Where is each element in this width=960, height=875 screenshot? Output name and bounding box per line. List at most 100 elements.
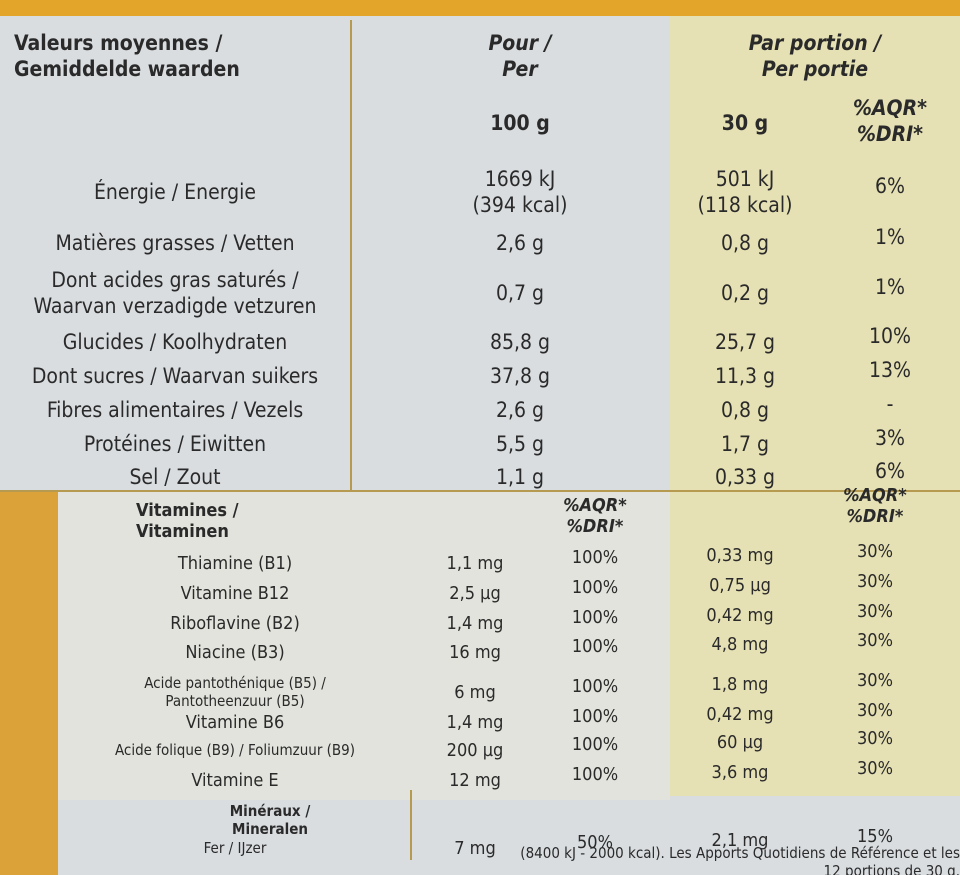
- text-line: 25,7 g: [714, 330, 776, 354]
- text-line: Gemiddelde waarden: [14, 57, 240, 81]
- nutrient-per100: 2,6 g: [370, 395, 670, 425]
- nutrient-label: Matières grasses / Vetten: [0, 228, 350, 258]
- vitamin-pct30: 15%: [857, 825, 893, 847]
- nutrient-label: Énergie / Energie: [0, 164, 350, 220]
- column-divider: [350, 20, 352, 490]
- vitamin-per30: 4,8 mg: [711, 633, 769, 655]
- header-label: Valeurs moyennes / Gemiddelde waarden: [14, 26, 344, 86]
- text-line: Par portion /: [748, 31, 882, 55]
- text-line: Dont acides gras saturés /: [51, 268, 299, 292]
- header-per100: Pour / Per: [370, 26, 670, 86]
- text-line: 1,1 g: [495, 465, 545, 489]
- nutrient-per30: 11,3 g: [670, 361, 820, 391]
- vitamin-per100: 2,5 µg: [449, 582, 501, 604]
- vitamins-pct30-header: %AQR* %DRI*: [800, 483, 950, 529]
- nutrient-label: Sel / Zout: [0, 462, 350, 492]
- header-portion: Par portion / Per portie: [670, 26, 960, 86]
- vitamin-pct30: 30%: [857, 669, 893, 691]
- vitamins-title: Vitamines / Vitaminen: [136, 498, 396, 544]
- unit-100g: 100 g: [490, 111, 550, 135]
- nutrient-pct: 3%: [875, 426, 905, 450]
- vitamin-pct100: 100%: [571, 675, 619, 697]
- vitamin-per100: 200 µg: [446, 739, 504, 761]
- text-line: Minéraux /: [229, 802, 311, 820]
- text-line: Vitaminen: [136, 521, 229, 542]
- vitamin-pct100: 100%: [571, 705, 619, 727]
- vitamin-label: Acide pantothénique (B5) / Pantotheenzuur…: [60, 670, 410, 714]
- text-line: Valeurs moyennes /: [14, 31, 223, 55]
- vitamin-label: Vitamine B6: [60, 700, 410, 744]
- section-divider: [0, 490, 960, 492]
- text-line: (394 kcal): [472, 193, 568, 217]
- nutrient-pct: 6%: [875, 459, 905, 483]
- nutrient-label: Protéines / Eiwitten: [0, 429, 350, 459]
- nutrient-per100: 1,1 g: [370, 462, 670, 492]
- vitamin-pct30: 30%: [857, 600, 893, 622]
- nutrient-label: Fibres alimentaires / Vezels: [0, 395, 350, 425]
- text-line: (118 kcal): [697, 193, 793, 217]
- nutrient-pct: 6%: [875, 174, 905, 198]
- nutrient-pct: 1%: [875, 225, 905, 249]
- text-line: Thiamine (B1): [177, 552, 293, 574]
- text-line: Matières grasses / Vetten: [55, 231, 295, 255]
- text-line: %DRI*: [846, 506, 904, 527]
- text-line: %AQR*: [852, 96, 928, 120]
- vitamin-label: Riboflavine (B2): [60, 601, 410, 645]
- vitamin-label: Fer / IJzer: [60, 826, 410, 870]
- column-divider: [410, 790, 412, 860]
- vitamin-per30: 3,6 mg: [711, 761, 769, 783]
- vitamin-per30: 0,42 mg: [706, 703, 774, 725]
- portion-area: [670, 16, 960, 796]
- vitamin-pct30: 30%: [857, 727, 893, 749]
- minerals-title: Minéraux / Mineralen: [160, 802, 380, 838]
- vitamin-pct100: 100%: [571, 763, 619, 785]
- vitamin-pct100: 50%: [577, 831, 613, 853]
- vitamins-pct100-header: %AQR* %DRI*: [530, 493, 660, 539]
- text-line: 0,8 g: [720, 398, 770, 422]
- text-line: Énergie / Energie: [94, 180, 256, 204]
- text-line: 0,7 g: [495, 281, 545, 305]
- text-line: 85,8 g: [489, 330, 551, 354]
- text-line: 0,2 g: [720, 281, 770, 305]
- text-line: 5,5 g: [495, 432, 545, 456]
- vitamin-pct100: 100%: [571, 576, 619, 598]
- text-line: Protéines / Eiwitten: [83, 432, 267, 456]
- vitamin-label: Thiamine (B1): [60, 541, 410, 585]
- vitamin-per30: 60 µg: [716, 731, 764, 753]
- vitamin-per100: 12 mg: [449, 769, 501, 791]
- text-line: Vitamine B6: [185, 711, 285, 733]
- vitamin-per30: 0,33 mg: [706, 544, 774, 566]
- text-line: 1669 kJ: [484, 167, 556, 191]
- text-line: Niacine (B3): [185, 641, 285, 663]
- text-line: Glucides / Koolhydraten: [62, 330, 288, 354]
- nutrient-per100: 37,8 g: [370, 361, 670, 391]
- vitamin-label: Acide folique (B9) / Foliumzuur (B9): [60, 728, 410, 772]
- unit-30g: 30 g: [721, 111, 769, 135]
- nutrient-per100: 1669 kJ (394 kcal): [370, 164, 670, 220]
- vitamin-pct100: 100%: [571, 606, 619, 628]
- vitamin-per30: 2,1 mg: [711, 829, 769, 851]
- nutrient-per100: 85,8 g: [370, 327, 670, 357]
- nutrient-per30: 501 kJ (118 kcal): [670, 164, 820, 220]
- top-band: [0, 0, 960, 16]
- text-line: Waarvan verzadigde vetzuren: [33, 294, 317, 318]
- text-line: %DRI*: [566, 516, 624, 537]
- nutrient-per30: 1,7 g: [670, 429, 820, 459]
- vitamin-per30: 1,8 mg: [711, 673, 769, 695]
- vitamin-pct100: 100%: [571, 733, 619, 755]
- nutrient-pct: -: [886, 392, 894, 416]
- vitamin-per100: 7 mg: [454, 837, 496, 859]
- text-line: Dont sucres / Waarvan suikers: [31, 364, 319, 388]
- nutrient-label: Dont sucres / Waarvan suikers: [0, 361, 350, 391]
- text-line: Acide pantothénique (B5) /: [144, 674, 326, 692]
- nutrient-per100: 0,7 g: [370, 265, 670, 321]
- nutrient-per100: 2,6 g: [370, 228, 670, 258]
- vitamin-pct100: 100%: [571, 635, 619, 657]
- vitamin-per100: 16 mg: [449, 641, 501, 663]
- vitamin-per30: 0,42 mg: [706, 604, 774, 626]
- text-line: %AQR*: [563, 495, 627, 516]
- text-line: Mineralen: [232, 820, 308, 838]
- text-line: Sel / Zout: [129, 465, 221, 489]
- vitamin-per100: 1,1 mg: [446, 552, 504, 574]
